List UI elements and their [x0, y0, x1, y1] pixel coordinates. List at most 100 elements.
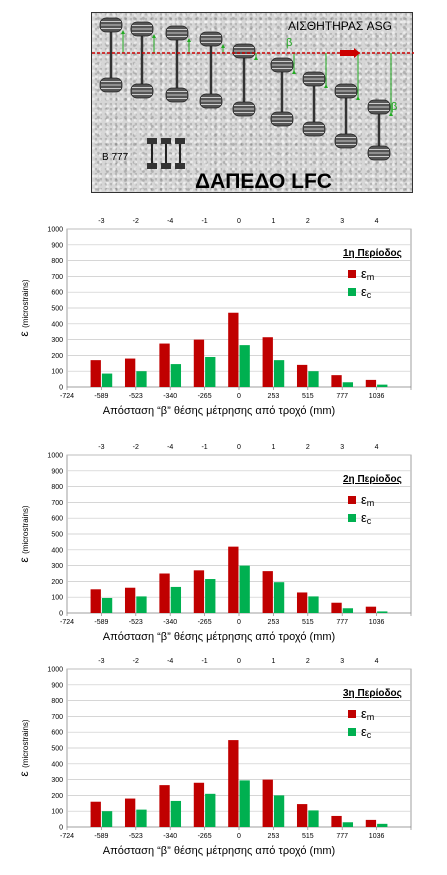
offset-arrowhead-1 — [152, 34, 156, 38]
chart-2-top-tick-label: -3 — [98, 444, 104, 451]
chart-3-legend-symbol: ε — [361, 724, 367, 739]
chart-2-legend-swatch-ec — [348, 514, 356, 522]
chart-3-y-tick-label: 200 — [51, 793, 63, 800]
chart-2-y-tick-label: 0 — [59, 611, 63, 618]
offset-arrowhead-8 — [389, 112, 393, 116]
chart-2-top-tick-label: -1 — [201, 444, 207, 451]
chart-3-x-tick-label: -523 — [129, 833, 143, 840]
chart-1-top-tick-label: -4 — [167, 218, 173, 225]
chart-3-legend-subscript: m — [367, 712, 375, 722]
chart-2-bar-ec — [136, 596, 147, 613]
chart-2-top-tick-label: 4 — [375, 444, 379, 451]
aircraft-label: B 777 — [102, 152, 129, 163]
chart-1-top-tick-label: 0 — [237, 218, 241, 225]
chart-1-top-tick-label: 4 — [375, 218, 379, 225]
chart-period-1: 0 100 200 300 400 500 600 700 800 900 1000 -724 -589… — [0, 210, 447, 425]
chart-1-bar-em — [159, 343, 170, 387]
chart-2-y-tick-label: 700 — [51, 500, 63, 507]
chart-3-top-tick-label: 1 — [271, 658, 275, 665]
chart-period-3: 0 100 200 300 400 500 600 700 800 900 1000 -724 -589… — [0, 650, 447, 865]
offset-arrowhead-3 — [221, 44, 225, 48]
chart-2-legend-label-ec: εc — [361, 510, 372, 526]
chart-3-top-tick-label: -4 — [167, 658, 173, 665]
chart-2-legend-subscript: m — [367, 498, 375, 508]
chart-2-x-tick-label: -340 — [163, 619, 177, 626]
chart-1-legend-label-em: εm — [361, 266, 374, 282]
chart-1-bar-em — [90, 360, 101, 387]
chart-3-y-axis-unit: (microstrains) — [21, 719, 30, 768]
sensor-label: ΑΙΣΘΗΤΗΡΑΣ ASG — [288, 19, 392, 33]
chart-1-bar-ec — [342, 382, 354, 387]
chart-1-legend-label-ec: εc — [361, 284, 372, 300]
chart-2-y-tick-label: 600 — [51, 516, 63, 523]
chart-1-y-axis-unit: (microstrains) — [21, 279, 30, 328]
chart-2-x-tick-label: 515 — [302, 619, 314, 626]
beta-label-right: β — [391, 101, 397, 113]
floor-label: ΔΑΠΕΔΟ LFC — [195, 170, 332, 193]
chart-2-y-tick-label: 100 — [51, 595, 63, 602]
offset-arrowhead-4 — [254, 56, 258, 60]
chart-1-x-tick-label: 0 — [237, 393, 241, 400]
chart-1-y-tick-label: 800 — [51, 258, 63, 265]
chart-3-y-tick-label: 100 — [51, 809, 63, 816]
chart-3-title: 3η Περίοδος — [343, 688, 402, 699]
chart-3-bar-ec — [170, 800, 182, 827]
chart-2-bar-em — [296, 592, 308, 613]
chart-3-y-axis-symbol: ε — [17, 768, 31, 777]
chart-2-bar-ec — [101, 597, 113, 613]
chart-1-top-tick-label: -2 — [133, 218, 139, 225]
chart-3-legend-label-em: εm — [361, 706, 374, 722]
chart-2-top-tick-label: -4 — [167, 444, 173, 451]
chart-2-top-tick-label: 0 — [237, 444, 241, 451]
chart-3-top-tick-label: -1 — [201, 658, 207, 665]
chart-3-bar-em — [193, 782, 205, 827]
chart-2-bar-ec — [273, 582, 285, 613]
chart-1-top-tick-label: -3 — [98, 218, 104, 225]
chart-2-legend-symbol: ε — [361, 510, 367, 525]
chart-3-y-tick-label: 800 — [51, 698, 63, 705]
chart-2-bar-em — [228, 546, 239, 613]
chart-1-y-axis-label: ε (microstrains) — [17, 279, 31, 336]
chart-1-y-tick-label: 1000 — [47, 227, 63, 234]
chart-3-bar-em — [124, 798, 136, 827]
chart-1-bar-em — [193, 339, 205, 387]
chart-2-y-tick-label: 300 — [51, 563, 63, 570]
chart-1-y-tick-label: 900 — [51, 242, 63, 249]
chart-3-y-tick-label: 900 — [51, 682, 63, 689]
chart-1-title: 1η Περίοδος — [343, 248, 402, 259]
b777-wheel-top-2 — [175, 138, 185, 144]
b777-wheel-top-1 — [161, 138, 171, 144]
chart-3-bar-em — [262, 779, 273, 827]
chart-3-bar-ec — [136, 809, 147, 827]
chart-3-top-tick-label: -2 — [133, 658, 139, 665]
chart-1-top-tick-label: -1 — [201, 218, 207, 225]
chart-1-y-tick-label: 200 — [51, 353, 63, 360]
chart-3-y-tick-label: 300 — [51, 777, 63, 784]
chart-1-bar-ec — [136, 371, 147, 387]
chart-3-bar-ec — [239, 780, 250, 827]
chart-2-y-axis-symbol: ε — [17, 554, 31, 563]
chart-1-x-left-label: -724 — [60, 393, 74, 400]
chart-1-y-tick-label: 100 — [51, 369, 63, 376]
chart-3-x-tick-label: -589 — [94, 833, 108, 840]
chart-2-legend-symbol: ε — [361, 492, 367, 507]
chart-3-x-tick-label: -265 — [198, 833, 212, 840]
chart-3-bar-em — [90, 801, 101, 827]
chart-2-x-tick-label: -589 — [94, 619, 108, 626]
chart-1-y-tick-label: 0 — [59, 385, 63, 392]
b777-wheel-top-0 — [147, 138, 157, 144]
chart-3-x-left-label: -724 — [60, 833, 74, 840]
b777-wheel-bottom-2 — [175, 163, 185, 169]
chart-3-x-tick-label: 0 — [237, 833, 241, 840]
chart-2-y-tick-label: 900 — [51, 468, 63, 475]
chart-3-y-tick-label: 400 — [51, 761, 63, 768]
chart-1-bar-ec — [101, 373, 113, 387]
chart-1-bar-ec — [273, 360, 285, 387]
beta-label: β — [286, 37, 292, 49]
chart-2-bar-em — [262, 571, 273, 613]
pavement-diagram-svg: ΑΙΣΘΗΤΗΡΑΣ ASG B 777 ΔΑΠΕΔΟ LFC β β — [92, 17, 414, 193]
chart-3-x-tick-label: 777 — [336, 833, 348, 840]
chart-1-bar-em — [365, 379, 377, 387]
chart-2-x-tick-label: 1036 — [369, 619, 385, 626]
